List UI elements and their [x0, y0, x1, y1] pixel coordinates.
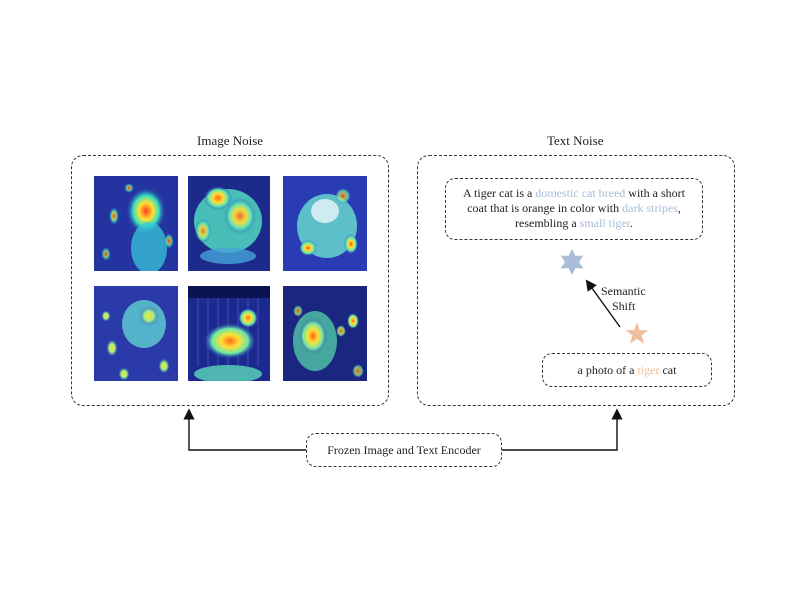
image-noise-panel — [71, 155, 389, 406]
highlight-tiger: tiger — [637, 363, 660, 377]
description-box: A tiger cat is a domestic cat breed with… — [445, 178, 703, 240]
encoder-box: Frozen Image and Text Encoder — [306, 433, 502, 467]
heatmap-dog-3 — [188, 286, 270, 381]
heatmap-dog-1 — [188, 176, 270, 271]
semantic-shift-label-2: Shift — [612, 299, 636, 313]
text-noise-title: Text Noise — [547, 133, 604, 148]
prompt-suffix: cat — [659, 363, 677, 377]
highlight-small-tiger: small tiger — [579, 216, 630, 230]
highlight-dark-stripes: dark stripes — [622, 201, 678, 215]
encoder-to-text-arrow — [502, 408, 623, 451]
description-text-4: . — [629, 216, 633, 230]
prompt-prefix: a photo of a — [577, 363, 638, 377]
heatmap-cat-2 — [94, 286, 178, 381]
image-noise-title: Image Noise — [197, 133, 264, 148]
semantic-shift-arrow — [585, 279, 621, 328]
heatmap-dog-2 — [283, 176, 367, 271]
heatmap-cat-1 — [94, 176, 178, 271]
highlight-domestic-cat-breed: domestic cat breed — [535, 186, 626, 200]
semantic-shift-label-1: Semantic — [601, 284, 646, 298]
description-text-2: with a short coat that is orange in colo… — [467, 186, 685, 215]
text-noise-panel — [417, 155, 735, 406]
encoder-label: Frozen Image and Text Encoder — [327, 443, 481, 457]
prompt-box: a photo of a tiger cat — [542, 353, 712, 387]
heatmap-cat-3 — [283, 286, 367, 381]
description-text-1: A tiger cat is a — [463, 186, 536, 200]
description-text-3: , resembling a — [515, 201, 681, 230]
orange-star-icon — [625, 322, 649, 344]
encoder-to-image-arrow — [183, 408, 306, 451]
blue-star-icon — [560, 249, 584, 275]
